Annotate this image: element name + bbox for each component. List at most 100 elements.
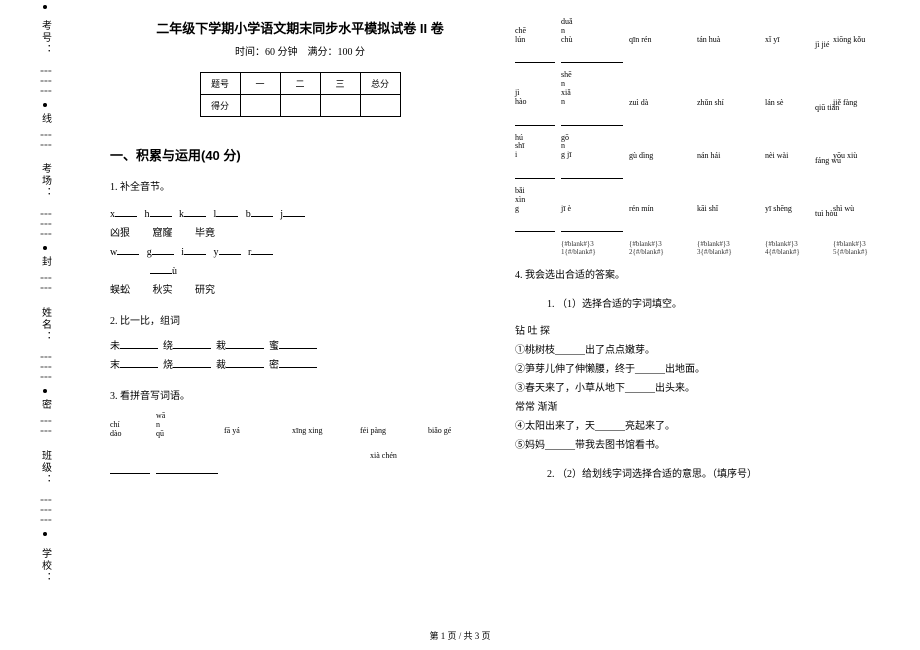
pinyin-head: bǎixìng	[515, 187, 555, 213]
word: 凶狠	[110, 228, 130, 239]
binding-marker: 线	[38, 113, 53, 127]
blank	[279, 339, 317, 349]
placeholder-row: {#blank#}3 1{#/blank#} {#blank#}3 2{#/bl…	[515, 240, 895, 256]
placeholder: {#blank#}3 1{#/blank#}	[561, 240, 623, 256]
q1-stem: 1. 补全音节。	[110, 178, 490, 197]
blank	[226, 358, 264, 368]
char: 裁	[216, 360, 226, 371]
blank	[561, 169, 623, 179]
q4-l5: ⑤妈妈______带我去图书馆看书。	[515, 436, 895, 455]
letter: ù	[172, 266, 177, 277]
py: qū	[156, 430, 218, 439]
dot-icon	[43, 532, 47, 536]
word: 毕竟	[195, 228, 215, 239]
pinyin-item: xiōng kǒu	[833, 35, 895, 44]
pinyin-item: féi pàng	[360, 423, 422, 438]
binding-label: 考号：	[38, 20, 53, 56]
score-table: 题号 一 二 三 总分 得分	[200, 72, 401, 117]
exam-title: 二年级下学期小学语文期末同步水平模拟试卷 II 卷	[110, 18, 490, 37]
pinyin-item: jiě fàng	[833, 98, 895, 107]
blank-row	[515, 53, 895, 63]
blank	[515, 116, 555, 126]
blank	[515, 222, 555, 232]
pinyin-grid: bǎixìngjī èrén mínkāi shǐyī shēngshì wù	[515, 187, 895, 213]
blank	[110, 464, 150, 474]
binding-label: 考场：	[38, 163, 53, 199]
cell: 题号	[200, 73, 240, 95]
blank	[150, 264, 172, 274]
q2-stem: 2. 比一比，组词	[110, 312, 490, 331]
dot-icon	[43, 389, 47, 393]
blank-row	[110, 464, 490, 474]
placeholder: {#blank#}3 3{#/blank#}	[697, 240, 759, 256]
pinyin-item: zhǔn shí	[697, 98, 759, 107]
word: 研究	[195, 285, 215, 296]
q1-u: ù	[110, 262, 490, 281]
cell: 得分	[200, 95, 240, 117]
word: 秋实	[153, 285, 173, 296]
content-area: 二年级下学期小学语文期末同步水平模拟试卷 II 卷 时间：60 分钟 满分：10…	[110, 0, 910, 620]
pinyin-item: gù dìng	[629, 151, 691, 160]
pinyin-item: rén mín	[629, 204, 691, 213]
blank	[251, 207, 273, 217]
pinyin-mid: duǎnchù	[561, 18, 623, 44]
binding-label: 姓名：	[38, 307, 53, 343]
pinyin-head: chēlún	[515, 27, 555, 45]
letter: w	[110, 247, 117, 258]
question-1: 1. 补全音节。 x h k l b j 凶狠 窟窿 毕竟 w g i	[110, 178, 490, 300]
pinyin-head: jìhào	[515, 89, 555, 107]
binding-line: ┆┆	[40, 132, 51, 152]
cell	[360, 95, 400, 117]
q2-row2: 末 烧 裁 密	[110, 356, 490, 375]
pinyin-item: kāi shǐ	[697, 204, 759, 213]
placeholder: {#blank#}3 2{#/blank#}	[629, 240, 691, 256]
char: 绕	[163, 341, 173, 352]
pinyin-grid: chí dào wā n qū fā yá xīng xing féi pàng…	[110, 412, 490, 438]
py: wā	[156, 412, 218, 421]
blank	[216, 207, 238, 217]
char: 密	[269, 360, 279, 371]
q4-sub2: 2. （2）给划线字词选择合适的意思。（填序号）	[515, 465, 895, 484]
binding-line: ┆┆┆	[40, 354, 51, 384]
q4-group2: 常常 渐渐	[515, 398, 895, 417]
blank	[184, 207, 206, 217]
cell	[320, 95, 360, 117]
page-footer: 第 1 页 / 共 3 页	[0, 629, 920, 642]
blank	[279, 358, 317, 368]
blank	[120, 358, 158, 368]
question-2: 2. 比一比，组词 未 绕 栽 蜜 末 烧 裁 密	[110, 312, 490, 375]
py: n	[156, 421, 218, 430]
q1-line1: x h k l b j	[110, 205, 490, 224]
pinyin-item: biǎo gé	[428, 423, 490, 438]
binding-line: ┆┆	[40, 418, 51, 438]
placeholder: {#blank#}3 5{#/blank#}	[833, 240, 895, 256]
binding-strip: 考号： ┆┆┆ 线 ┆┆ 考场： ┆┆┆ 封 ┆┆ 姓名： ┆┆┆ 密 ┆┆ 班…	[0, 0, 90, 620]
table-row: 题号 一 二 三 总分	[200, 73, 400, 95]
blank	[156, 464, 218, 474]
pinyin-item: tán huà	[697, 35, 759, 44]
pinyin-item: nán hái	[697, 151, 759, 160]
blank	[561, 222, 623, 232]
blank	[515, 53, 555, 63]
pinyin-extra: xià chén	[370, 448, 490, 463]
dot-icon	[43, 5, 47, 9]
blank	[115, 207, 137, 217]
binding-line: ┆┆┆	[40, 68, 51, 98]
pinyin-mid: wā n qū	[156, 412, 218, 438]
blank	[152, 245, 174, 255]
blank	[561, 53, 623, 63]
q1-line2: w g i y r	[110, 243, 490, 262]
char: 末	[110, 360, 120, 371]
question-4: 4. 我会选出合适的答案。 1. （1）选择合适的字词填空。 钻 吐 探 ①桃树…	[515, 266, 895, 484]
blank	[561, 116, 623, 126]
word: 蜈蚣	[110, 285, 130, 296]
cell: 三	[320, 73, 360, 95]
binding-label: 学校：	[38, 548, 53, 584]
char: 栽	[216, 341, 226, 352]
blank	[184, 245, 206, 255]
q1-words2: 蜈蚣 秋实 研究	[110, 281, 490, 300]
binding-line: ┆┆	[40, 275, 51, 295]
blank	[117, 245, 139, 255]
cell: 二	[280, 73, 320, 95]
q2-row1: 未 绕 栽 蜜	[110, 337, 490, 356]
